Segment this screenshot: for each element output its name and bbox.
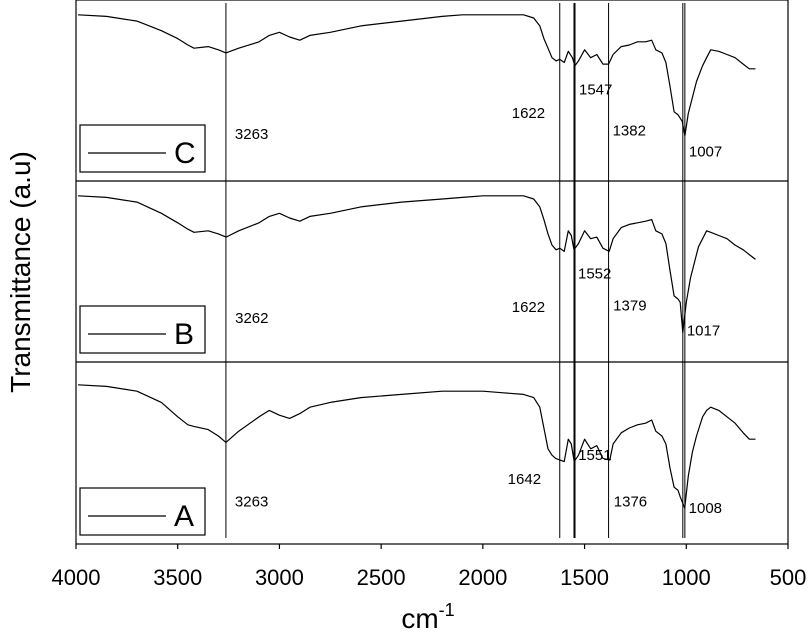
peak-label-1622: 1622	[512, 299, 545, 316]
peak-label-1376: 1376	[614, 493, 647, 510]
x-tick-label: 2500	[357, 565, 406, 590]
x-axis-title-superscript: -1	[439, 600, 455, 620]
legend-label: C	[174, 137, 196, 170]
x-tick-label: 4000	[52, 565, 101, 590]
panel-a: A 3263 1642 1551 1376 1008	[76, 361, 788, 536]
peak-label-1007: 1007	[689, 143, 722, 160]
y-axis-title: Transmittance (a.u)	[5, 151, 36, 393]
spectrum-line-a	[77, 384, 756, 509]
plot-frame	[75, 0, 789, 545]
x-axis-title: cm-1	[401, 600, 454, 634]
legend-box	[79, 124, 206, 173]
reference-lines	[225, 3, 686, 538]
peak-label-3262: 3262	[235, 310, 268, 327]
x-tick-label: 500	[770, 565, 807, 590]
x-tick-label: 3000	[255, 565, 304, 590]
x-axis: 4000 3500 3000 2500 2000 1500 1000 500	[52, 544, 807, 590]
panel-c: C 3263 1622 1547 1382 1007	[77, 14, 756, 173]
legend-a: A	[79, 487, 206, 536]
legend-box	[79, 305, 206, 354]
peak-label-1008: 1008	[689, 500, 722, 517]
x-tick-label: 3500	[153, 565, 202, 590]
spectrum-line-b	[77, 195, 756, 334]
legend-label: B	[174, 318, 194, 351]
legend-c: C	[79, 124, 206, 173]
peak-label-1642: 1642	[508, 471, 541, 488]
x-tick-label: 1000	[662, 565, 711, 590]
peak-label-1382: 1382	[613, 123, 646, 140]
legend-box	[79, 487, 206, 536]
peak-label-1379: 1379	[613, 297, 646, 314]
x-tick-label: 1500	[560, 565, 609, 590]
spectrum-line-c	[77, 14, 756, 137]
peak-label-1551: 1551	[578, 447, 611, 464]
peak-label-1552: 1552	[578, 265, 611, 282]
peak-label-1622: 1622	[512, 105, 545, 122]
peak-label-1017: 1017	[687, 323, 720, 340]
peak-label-3263: 3263	[235, 126, 268, 143]
peak-label-1547: 1547	[579, 81, 612, 98]
peak-label-3263: 3263	[235, 493, 268, 510]
legend-label: A	[174, 500, 194, 533]
x-tick-label: 2000	[458, 565, 507, 590]
legend-b: B	[79, 305, 206, 354]
